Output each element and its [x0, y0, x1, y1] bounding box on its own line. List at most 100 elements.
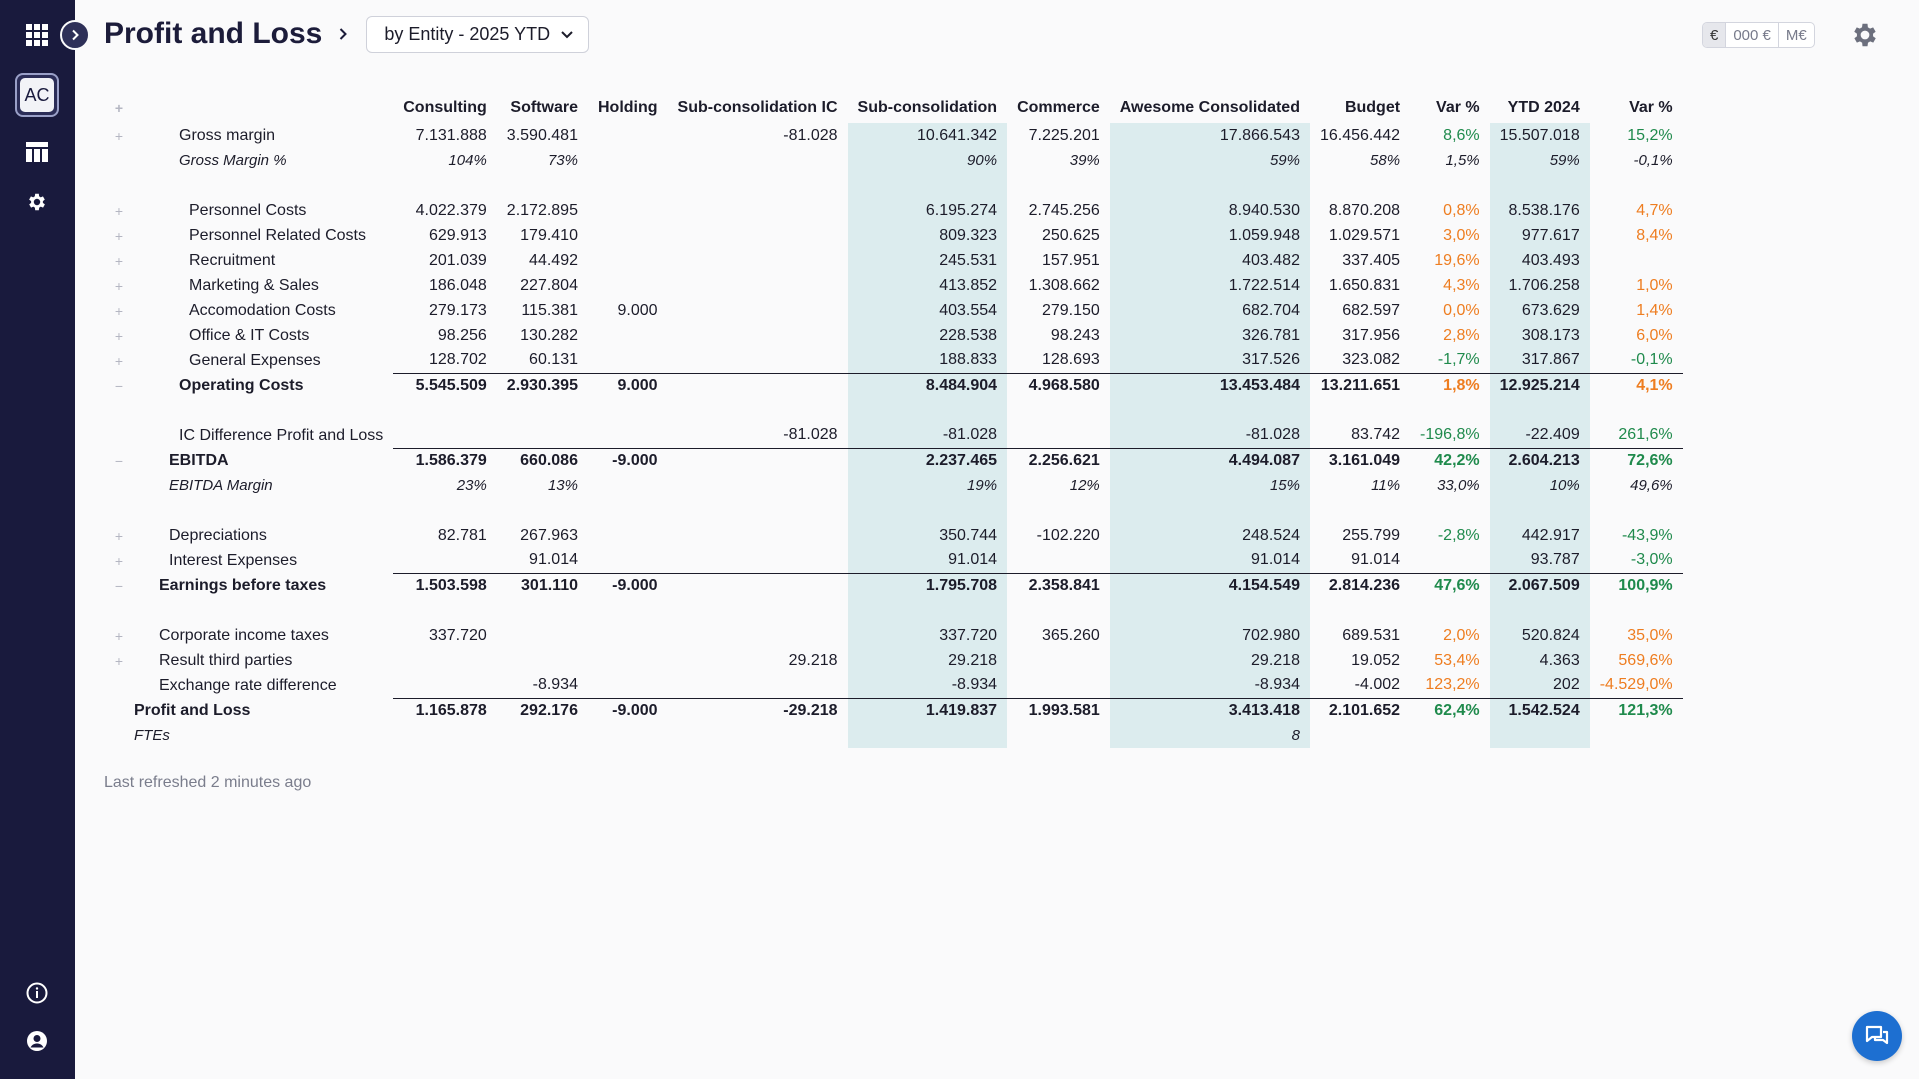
table-row[interactable]: + Marketing & Sales 186.048 227.804 413.852 1… [104, 273, 1683, 298]
expand-row-icon[interactable]: + [114, 327, 124, 344]
table-cell [1007, 598, 1110, 623]
table-cell: 629.913 [428, 226, 487, 244]
table-cell: 413.852 [847, 273, 1008, 298]
table-icon[interactable] [15, 130, 59, 174]
unit-thousand-button[interactable]: 000 € [1725, 23, 1778, 47]
table-cell [1590, 498, 1683, 523]
table-cell: 2.745.256 [1028, 201, 1100, 219]
expand-row-icon[interactable]: + [114, 352, 124, 369]
table-cell [668, 523, 848, 548]
table-row[interactable]: − Operating Costs 5.545.509 2.930.395 9.000 8… [104, 372, 1683, 398]
table-row[interactable]: + Office & IT Costs 98.256 130.282 228.538 98… [104, 323, 1683, 348]
expand-row-icon[interactable]: + [114, 127, 124, 144]
expand-row-icon[interactable]: + [114, 527, 124, 544]
table-cell: 317.867 [1489, 348, 1590, 373]
table-cell: 1.503.598 [393, 572, 497, 598]
table-row[interactable]: − EBITDA 1.586.379 660.086 -9.000 2.237.465 2.… [104, 447, 1683, 473]
table-cell [847, 173, 1008, 198]
table-cell [1410, 398, 1490, 423]
table-cell: 228.538 [847, 323, 1008, 348]
table-cell: 255.799 [1342, 526, 1401, 544]
table-cell [668, 548, 848, 573]
table-cell: 42,2% [1410, 447, 1490, 473]
table-cell: -9.000 [587, 697, 668, 723]
expand-row-icon[interactable]: + [114, 227, 124, 244]
collapse-row-icon[interactable]: − [114, 577, 124, 594]
table-cell [1489, 723, 1590, 748]
expand-all-icon[interactable]: + [114, 99, 124, 116]
row-label: EBITDA Margin [169, 477, 273, 494]
table-row[interactable]: + Accomodation Costs 279.173 115.381 9.000 40… [104, 298, 1683, 323]
table-cell [497, 623, 588, 648]
expand-row-icon[interactable]: + [114, 202, 124, 219]
table-cell: 317.526 [1109, 348, 1310, 373]
table-cell [668, 223, 848, 248]
column-header: Var % [1436, 98, 1480, 116]
table-cell [1410, 723, 1490, 748]
table-cell: -9.000 [587, 572, 668, 598]
table-cell [588, 323, 668, 348]
collapse-row-icon[interactable]: − [114, 377, 124, 394]
table-cell: 279.173 [428, 301, 487, 319]
table-cell [588, 223, 668, 248]
table-cell [1590, 723, 1683, 748]
unit-euro-button[interactable]: € [1703, 23, 1726, 47]
table-cell [847, 723, 1008, 748]
table-cell [588, 148, 668, 173]
row-gutter [104, 148, 134, 173]
table-row[interactable]: + Interest Expenses 91.014 91.014 91.014 91.0… [104, 548, 1683, 573]
row-label: Operating Costs [179, 376, 304, 394]
table-cell [393, 723, 497, 748]
table-cell: 3.161.049 [1309, 447, 1411, 473]
table-cell: 1,0% [1636, 276, 1673, 294]
table-cell: 9.000 [587, 372, 668, 398]
table-row[interactable]: + Recruitment 201.039 44.492 245.531 157.951 4… [104, 248, 1683, 273]
expand-row-icon[interactable]: + [114, 552, 124, 569]
table-row[interactable]: + Result third parties 29.218 29.218 29.218 1… [104, 648, 1683, 673]
expand-row-icon[interactable]: + [114, 277, 124, 294]
table-row[interactable]: + Personnel Related Costs 629.913 179.410 80… [104, 223, 1683, 248]
table-row[interactable]: + Depreciations 82.781 267.963 350.744 -102.2… [104, 523, 1683, 548]
table-row[interactable]: + Gross margin 7.131.888 3.590.481 -81.028 10… [104, 123, 1683, 148]
row-label [134, 173, 393, 198]
row-label: Earnings before taxes [159, 576, 327, 594]
table-cell: 2.604.213 [1489, 447, 1590, 473]
table-row[interactable]: − Earnings before taxes 1.503.598 301.110 -9… [104, 572, 1683, 598]
table-cell: 8.940.530 [1109, 198, 1310, 223]
chevron-right-icon [338, 27, 348, 41]
row-label: Exchange rate difference [159, 676, 337, 694]
table-row[interactable]: + Personnel Costs 4.022.379 2.172.895 6.195.… [104, 198, 1683, 223]
table-cell [1109, 598, 1310, 623]
collapse-row-icon[interactable]: − [114, 452, 124, 469]
unit-million-button[interactable]: M€ [1777, 23, 1814, 47]
settings-gear-icon[interactable] [1850, 20, 1880, 50]
chat-button[interactable] [1852, 1011, 1902, 1061]
expand-row-icon[interactable]: + [114, 252, 124, 269]
expand-row-icon[interactable]: + [114, 627, 124, 644]
expand-sidebar-button[interactable] [60, 20, 90, 50]
apps-grid-icon[interactable] [15, 13, 59, 57]
table-cell [668, 198, 848, 223]
table-cell: 0,0% [1443, 301, 1480, 319]
table-cell: 23% [456, 477, 487, 494]
table-cell [588, 598, 668, 623]
table-cell [668, 673, 848, 698]
table-cell: 13% [547, 477, 578, 494]
table-cell: 4.154.549 [1109, 572, 1310, 598]
table-row[interactable]: + General Expenses 128.702 60.131 188.833 128… [104, 348, 1683, 373]
table-row[interactable]: + Corporate income taxes 337.720 337.720 365… [104, 623, 1683, 648]
column-header: Sub-consolidation [857, 98, 998, 116]
avatar[interactable]: AC [15, 73, 59, 117]
table-cell [497, 398, 588, 423]
gear-icon[interactable] [15, 180, 59, 224]
expand-row-icon[interactable]: + [114, 652, 124, 669]
view-selector-dropdown[interactable]: by Entity - 2025 YTD [366, 15, 590, 53]
table-cell: 128.693 [1041, 351, 1100, 369]
user-account-icon[interactable] [15, 1019, 59, 1063]
info-icon[interactable] [15, 971, 59, 1015]
table-cell [1007, 498, 1110, 523]
table-cell: 337.720 [847, 623, 1008, 648]
expand-row-icon[interactable]: + [114, 302, 124, 319]
row-label: General Expenses [189, 351, 321, 369]
table-row [104, 498, 1683, 523]
